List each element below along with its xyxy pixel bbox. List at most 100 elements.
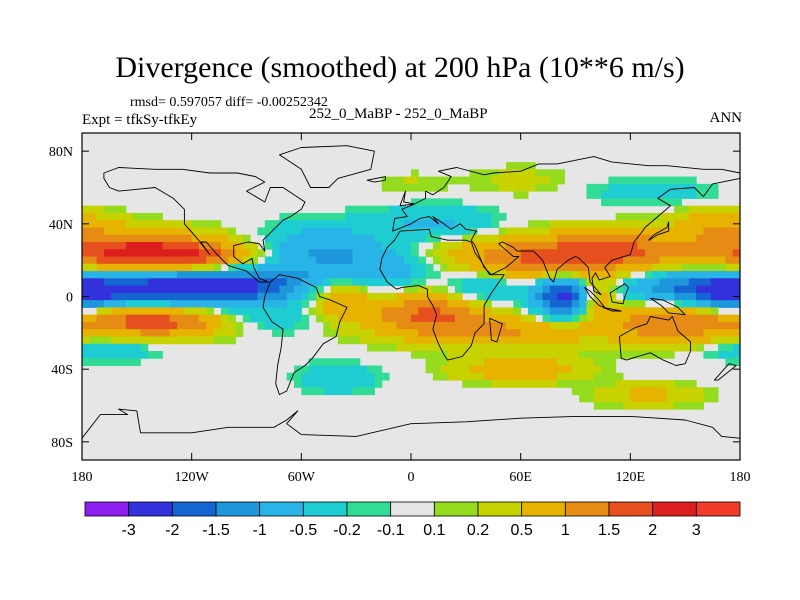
field-cell <box>469 183 500 192</box>
colorbar-swatch <box>259 501 304 517</box>
field-cell <box>272 227 302 236</box>
y-axis: 80N 40N 0 40S 80S <box>49 145 740 451</box>
field-cell <box>235 329 244 337</box>
field-cell <box>82 300 105 308</box>
field-cell <box>579 307 587 316</box>
field-cell <box>725 263 741 272</box>
field-cell <box>637 329 704 337</box>
field-cell <box>411 198 463 207</box>
field-cell <box>301 300 310 308</box>
field-cell <box>506 263 617 272</box>
field-cell <box>432 242 441 250</box>
x-tick-label: 60W <box>288 470 316 485</box>
field-cell <box>571 292 580 301</box>
coastline <box>103 167 306 283</box>
coastlines <box>81 145 741 461</box>
field-cell <box>250 256 258 265</box>
field-cell <box>652 285 675 294</box>
field-cell <box>396 343 697 352</box>
field-cell <box>279 285 295 294</box>
field-cell <box>659 278 690 287</box>
field-cell <box>82 336 90 345</box>
field-cell <box>652 263 683 272</box>
field-cell <box>666 387 704 396</box>
field-cell <box>242 314 251 323</box>
field-cell <box>264 234 288 243</box>
field-cell <box>498 183 536 192</box>
field-cell <box>644 271 653 279</box>
field-cell <box>469 263 507 272</box>
field-cell <box>103 227 193 236</box>
field-cell <box>337 336 361 345</box>
field-cell <box>82 234 193 243</box>
field-cell <box>447 300 470 308</box>
field-cell <box>454 314 485 323</box>
colorbar-label: -0.1 <box>377 522 405 539</box>
field-cell <box>520 249 646 258</box>
field-cell <box>513 191 529 199</box>
field-cell <box>279 242 383 250</box>
field-cell <box>82 285 258 294</box>
field-cell <box>111 292 258 301</box>
field-cell <box>308 358 361 367</box>
field-cell <box>696 183 719 192</box>
field-cell <box>352 227 470 236</box>
field-cell <box>506 162 536 170</box>
field-cell <box>615 212 661 221</box>
coastline <box>379 228 505 361</box>
field-cell <box>125 314 171 323</box>
field-cell <box>498 227 507 236</box>
field-cell <box>286 278 302 287</box>
coastline <box>81 408 741 461</box>
colorbar-swatch <box>564 501 610 517</box>
field-cell <box>257 292 288 301</box>
field-cell <box>220 314 229 323</box>
field-cell <box>710 307 719 316</box>
colorbar-swatch <box>128 501 173 517</box>
field-cell <box>432 249 449 258</box>
field-cell <box>367 343 397 352</box>
field-cell <box>696 300 712 308</box>
field-cell <box>586 191 602 199</box>
chart-title: Divergence (smoothed) at 200 hPa (10**6 … <box>115 51 685 84</box>
field-cell <box>440 307 470 316</box>
field-cell <box>82 249 105 258</box>
field-cell <box>257 278 288 287</box>
field-cell <box>294 380 302 388</box>
field-cell <box>484 292 529 301</box>
field-cell <box>498 169 536 178</box>
field-cell <box>549 307 573 316</box>
field-cell <box>696 285 741 294</box>
field-cell <box>623 256 661 265</box>
y-tick-label: 80S <box>51 436 73 451</box>
field-cell <box>623 292 646 301</box>
field-cell <box>235 249 251 258</box>
field-cell <box>82 205 105 214</box>
colorbar-swatch <box>608 501 654 517</box>
field-cell <box>82 220 127 228</box>
field-cell <box>447 351 580 359</box>
field-cell <box>462 285 529 294</box>
field-cell <box>191 234 229 243</box>
field-cell <box>462 380 492 388</box>
field-cell <box>630 387 668 396</box>
field-cell <box>198 249 222 258</box>
field-cell <box>103 300 127 308</box>
field-cell <box>703 394 719 403</box>
field-cell <box>352 278 412 287</box>
field-cell <box>513 300 522 308</box>
field-cell <box>286 234 375 243</box>
field-cell <box>323 300 405 308</box>
field-cell <box>242 256 251 265</box>
field-cell <box>601 365 617 374</box>
field-cell <box>527 307 544 316</box>
field-cell <box>469 300 485 308</box>
field-cell <box>198 314 222 323</box>
field-cell <box>681 300 697 308</box>
field-cell <box>411 263 427 272</box>
field-cell <box>462 278 500 287</box>
field-cell <box>608 285 617 294</box>
field-cell <box>315 300 324 308</box>
coastline <box>262 274 348 396</box>
field-cell <box>688 212 741 221</box>
